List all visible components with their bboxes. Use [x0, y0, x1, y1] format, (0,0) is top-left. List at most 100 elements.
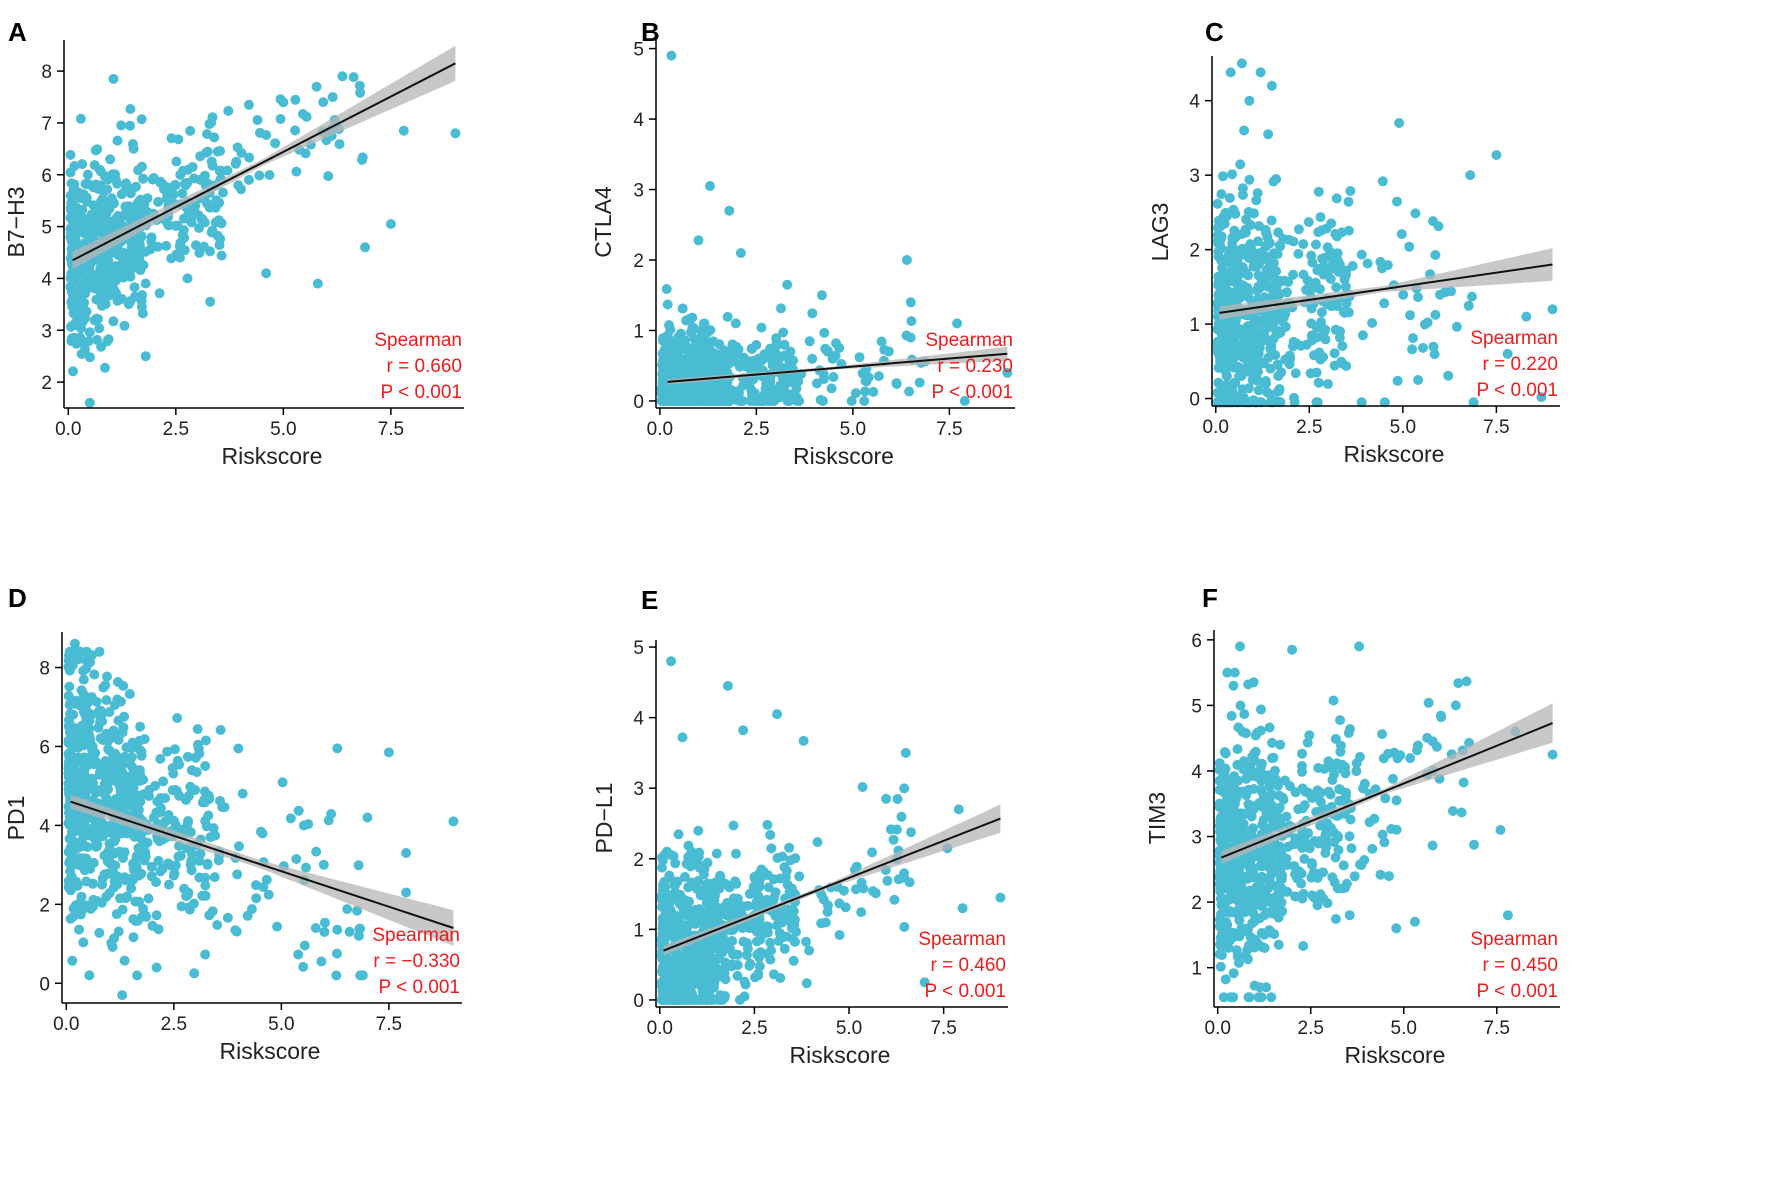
data-point: [1241, 773, 1251, 784]
data-point: [719, 388, 729, 399]
x-tick-label: 2.5: [743, 419, 769, 440]
data-point: [838, 885, 849, 896]
data-point: [1215, 812, 1226, 823]
data-point: [1220, 764, 1231, 775]
data-point: [1320, 848, 1331, 858]
data-point: [136, 114, 147, 125]
data-point: [332, 948, 342, 959]
y-tick-label: 4: [1191, 762, 1202, 783]
data-point: [70, 276, 80, 287]
data-point: [1276, 367, 1287, 378]
data-point: [63, 738, 74, 749]
data-point: [1392, 375, 1403, 386]
data-point: [779, 339, 790, 350]
data-point: [1312, 900, 1323, 911]
data-point: [1314, 347, 1325, 358]
stats-r: r = −0.330: [373, 951, 460, 972]
stats-method: Spearman: [925, 330, 1013, 351]
data-point: [663, 890, 674, 901]
data-point: [91, 841, 102, 852]
data-point: [344, 926, 355, 937]
data-point: [1249, 915, 1260, 926]
data-point: [207, 160, 218, 171]
data-point-outlier: [117, 990, 128, 1001]
data-point: [1453, 678, 1464, 689]
data-point: [163, 220, 174, 231]
data-point: [1222, 833, 1233, 844]
data-point: [109, 836, 120, 847]
data-point: [1250, 364, 1261, 375]
data-point: [125, 266, 136, 277]
data-point: [1345, 186, 1356, 196]
y-tick-label: 0: [633, 392, 644, 413]
data-point: [1216, 189, 1227, 200]
data-point: [84, 352, 95, 363]
data-point: [782, 395, 793, 406]
data-point: [904, 386, 915, 397]
data-point: [121, 742, 132, 753]
data-point: [86, 709, 97, 720]
data-point: [65, 149, 76, 160]
data-point: [1275, 327, 1286, 338]
data-point: [673, 350, 684, 361]
data-point-outlier: [332, 743, 343, 754]
data-point: [1223, 250, 1234, 261]
data-point: [1273, 912, 1284, 923]
data-point: [1306, 318, 1317, 329]
data-point: [209, 132, 220, 143]
data-point: [1250, 334, 1261, 345]
y-tick-label: 4: [633, 709, 644, 730]
data-point: [765, 937, 776, 948]
data-point: [184, 902, 194, 913]
data-point: [65, 913, 76, 924]
data-point: [1297, 783, 1308, 794]
data-point: [1239, 892, 1250, 903]
data-point: [64, 681, 75, 692]
data-point: [291, 854, 302, 864]
data-point: [1212, 198, 1223, 209]
data-point: [1219, 787, 1230, 798]
data-point: [1337, 883, 1348, 894]
data-point: [1236, 268, 1247, 279]
data-point: [234, 841, 244, 852]
data-point: [881, 793, 892, 804]
data-point-outlier: [1236, 58, 1247, 69]
data-point: [104, 745, 115, 756]
data-point: [1316, 225, 1327, 236]
data-point: [112, 135, 123, 146]
y-tick-label: 3: [41, 321, 52, 342]
data-point: [699, 318, 710, 329]
data-point: [1340, 281, 1351, 292]
data-point: [786, 883, 797, 894]
data-point: [1246, 351, 1257, 362]
y-axis-title: CTLA4: [590, 186, 616, 258]
data-point: [1240, 397, 1251, 408]
data-point: [213, 855, 224, 866]
data-point: [200, 949, 211, 960]
data-point: [812, 837, 823, 848]
data-point: [1428, 341, 1439, 352]
y-tick-label: 1: [1189, 315, 1200, 336]
data-point-outlier: [398, 125, 409, 136]
data-point: [270, 138, 281, 149]
data-point-outlier: [1521, 311, 1532, 322]
data-point: [83, 336, 94, 347]
data-point: [1214, 239, 1225, 250]
data-point: [175, 252, 185, 263]
data-point: [1322, 898, 1333, 909]
y-tick-label: 2: [1189, 241, 1200, 262]
data-point: [1356, 249, 1367, 260]
data-point: [1256, 761, 1267, 772]
y-axis-title: PD−L1: [591, 783, 617, 854]
data-point: [1296, 340, 1306, 351]
data-point-outlier: [677, 732, 688, 743]
data-point: [1327, 259, 1338, 270]
data-point: [1220, 360, 1231, 371]
data-point: [182, 889, 193, 900]
data-point: [1412, 745, 1423, 756]
data-point: [882, 875, 893, 886]
data-point: [88, 894, 99, 905]
data-point: [174, 759, 185, 770]
data-point: [1229, 785, 1240, 796]
data-point: [1215, 939, 1225, 950]
